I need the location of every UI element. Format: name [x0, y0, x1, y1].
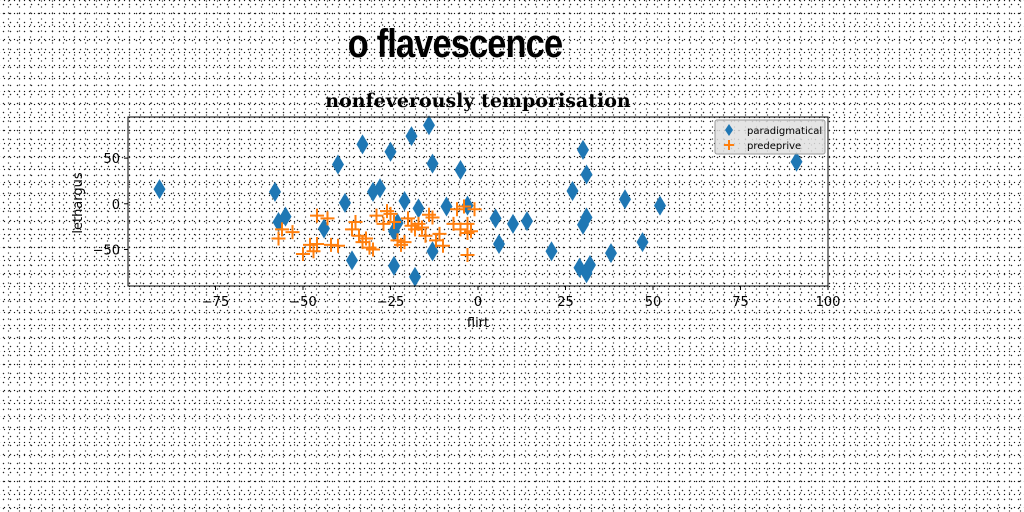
point-predeprive-15 [359, 231, 373, 246]
point-predeprive-31 [418, 228, 433, 243]
chart-title: nonfeverously temporisation [325, 90, 631, 112]
point-predeprive-26 [401, 211, 415, 226]
point-paradigmatical-34 [580, 207, 593, 228]
x-tick-label-0: 0 [474, 295, 482, 310]
points-layer [153, 115, 803, 287]
point-paradigmatical-25 [489, 208, 502, 229]
point-paradigmatical-21 [426, 153, 439, 174]
point-paradigmatical-1 [269, 181, 281, 202]
point-paradigmatical-26 [493, 233, 505, 254]
point-predeprive-2 [285, 225, 300, 240]
point-paradigmatical-18 [412, 198, 425, 219]
point-paradigmatical-42 [790, 151, 803, 172]
point-predeprive-8 [320, 211, 335, 226]
y-axis: 50 0 −50 [93, 152, 128, 258]
x-tick-label-25: 25 [557, 295, 574, 310]
point-predeprive-40 [457, 199, 471, 214]
point-predeprive-10 [331, 238, 345, 253]
point-predeprive-5 [306, 244, 321, 259]
point-predeprive-3 [296, 247, 310, 262]
point-paradigmatical-10 [374, 178, 386, 199]
point-paradigmatical-23 [454, 159, 467, 180]
point-paradigmatical-30 [566, 180, 579, 201]
legend-marker-paradigmatical [725, 124, 733, 136]
point-predeprive-13 [352, 228, 366, 243]
legend: paradigmatical predeprive [714, 119, 826, 155]
point-paradigmatical-15 [398, 191, 411, 212]
point-predeprive-12 [348, 215, 363, 230]
y-tick-label-50: 50 [103, 152, 120, 167]
point-paradigmatical-27 [507, 213, 519, 234]
x-tick-label-100: 100 [816, 295, 841, 310]
x-tick-label-75: 75 [732, 295, 749, 310]
point-predeprive-36 [436, 238, 450, 253]
point-paradigmatical-29 [545, 241, 558, 262]
x-tick-label--50: −50 [289, 295, 316, 310]
point-paradigmatical-12 [388, 255, 400, 276]
point-predeprive-33 [425, 210, 440, 225]
point-predeprive-24 [394, 237, 408, 252]
y-tick-label-0: 0 [112, 198, 120, 213]
legend-label-predeprive: predeprive [747, 141, 801, 152]
point-predeprive-16 [362, 240, 377, 255]
point-predeprive-43 [464, 224, 478, 239]
point-paradigmatical-0 [153, 179, 166, 200]
point-predeprive-29 [411, 216, 426, 231]
point-paradigmatical-8 [356, 134, 369, 155]
point-predeprive-18 [369, 208, 384, 223]
point-predeprive-1 [275, 222, 289, 237]
point-predeprive-44 [460, 247, 475, 262]
point-paradigmatical-3 [279, 206, 292, 227]
point-paradigmatical-28 [521, 211, 533, 232]
point-paradigmatical-38 [605, 243, 617, 264]
point-predeprive-11 [345, 222, 359, 237]
point-predeprive-38 [450, 202, 464, 217]
x-axis-label: flirt [467, 316, 489, 331]
x-tick-label-50: 50 [645, 295, 662, 310]
point-predeprive-42 [460, 216, 475, 231]
point-predeprive-21 [383, 206, 398, 221]
point-paradigmatical-41 [654, 195, 666, 216]
point-paradigmatical-7 [346, 250, 358, 271]
point-predeprive-25 [397, 235, 412, 250]
point-predeprive-7 [310, 208, 324, 223]
point-predeprive-19 [376, 216, 391, 231]
point-paradigmatical-17 [409, 266, 421, 287]
point-predeprive-20 [380, 204, 394, 219]
x-tick-label--75: −75 [202, 295, 229, 310]
x-axis: −75 −50 −25 0 25 50 75 100 [202, 286, 841, 310]
y-axis-label: lethargus [71, 172, 86, 234]
point-paradigmatical-39 [619, 189, 631, 210]
point-paradigmatical-37 [584, 254, 596, 275]
point-predeprive-45 [467, 202, 482, 217]
point-paradigmatical-16 [405, 126, 418, 147]
point-paradigmatical-35 [580, 164, 593, 185]
point-paradigmatical-40 [636, 232, 649, 253]
point-predeprive-6 [310, 236, 324, 251]
point-predeprive-30 [415, 220, 429, 235]
point-predeprive-35 [432, 226, 447, 241]
point-paradigmatical-19 [423, 115, 435, 136]
point-paradigmatical-6 [339, 192, 351, 213]
point-paradigmatical-22 [440, 196, 453, 217]
legend-label-paradigmatical: paradigmatical [747, 126, 822, 137]
point-predeprive-32 [422, 207, 436, 222]
point-predeprive-0 [271, 231, 286, 246]
point-paradigmatical-5 [332, 154, 344, 175]
y-tick-label--50: −50 [93, 243, 120, 258]
x-tick-label--25: −25 [377, 295, 404, 310]
point-paradigmatical-11 [384, 141, 397, 162]
point-predeprive-27 [404, 218, 419, 233]
point-predeprive-17 [366, 242, 380, 257]
point-predeprive-22 [387, 215, 401, 230]
legend-marker-predeprive [724, 140, 734, 150]
legend-box [714, 119, 826, 155]
headline-title: o flavescence [347, 22, 563, 66]
point-paradigmatical-33 [577, 139, 589, 160]
